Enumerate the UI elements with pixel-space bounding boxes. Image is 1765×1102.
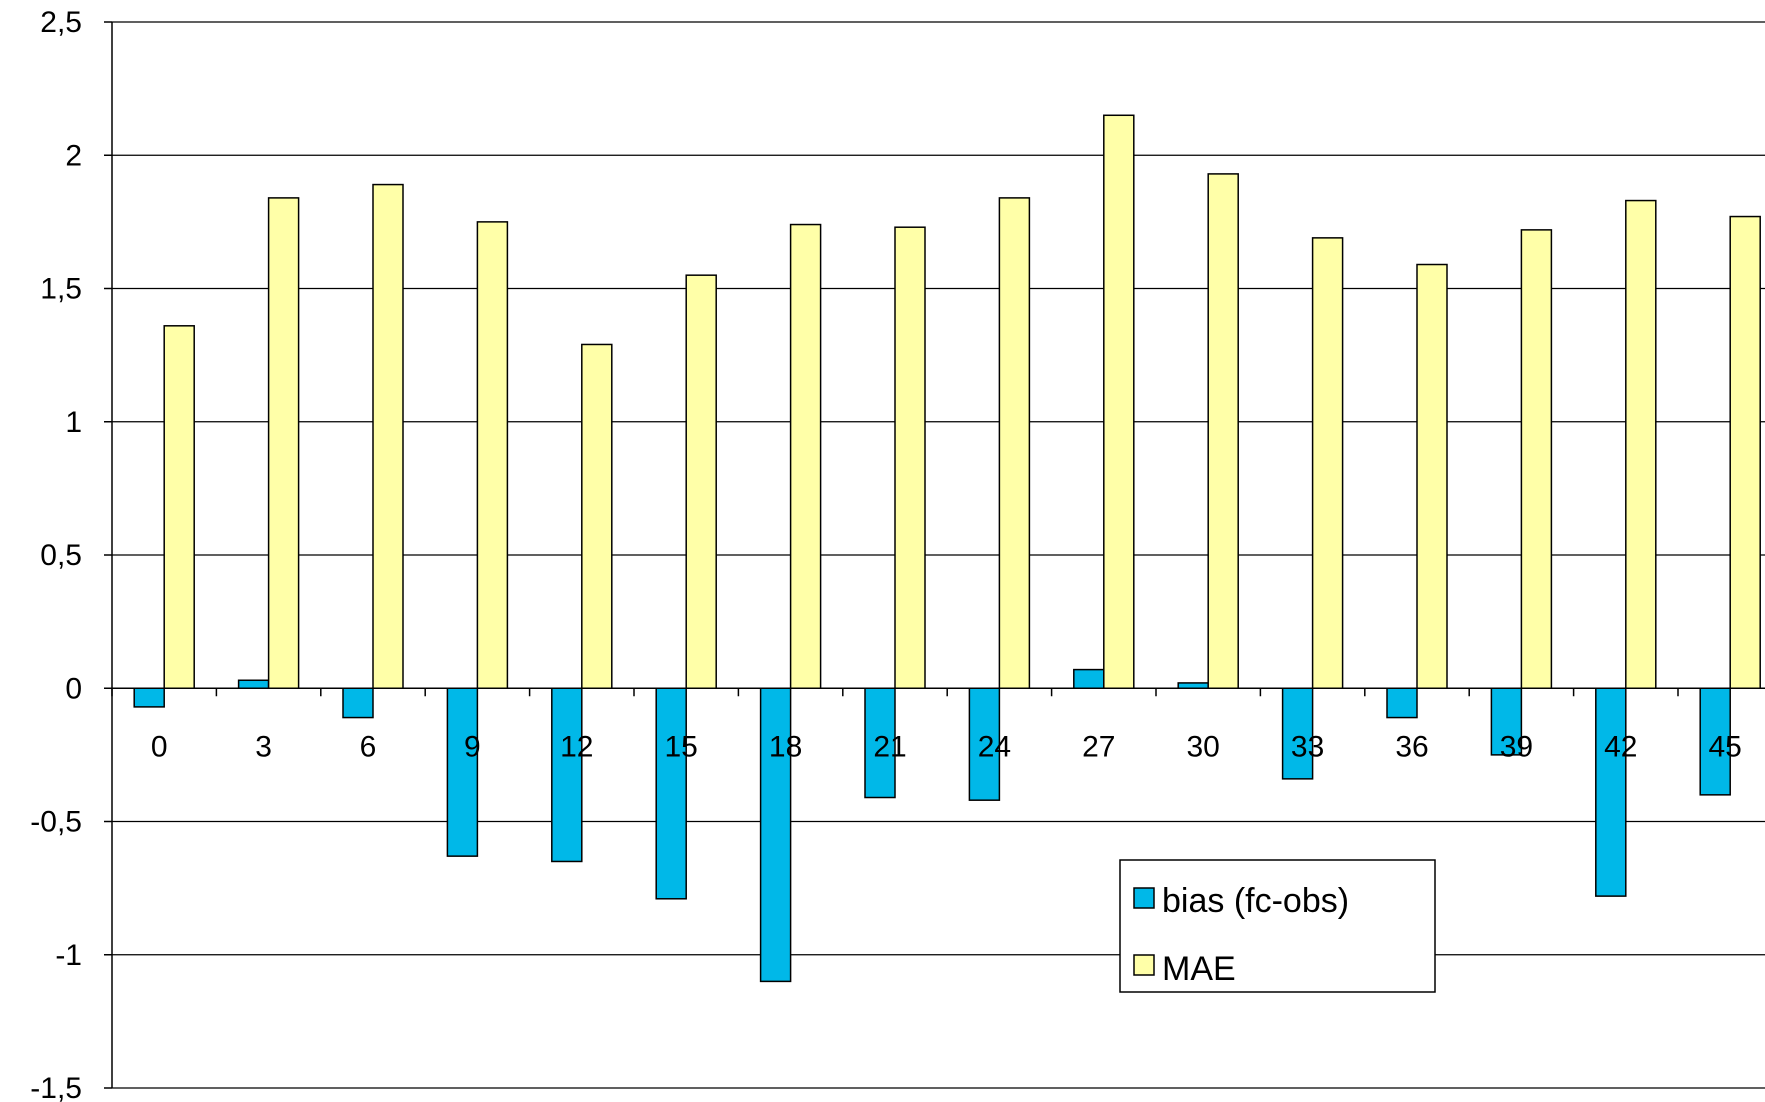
bar-bias (864, 687, 896, 799)
bar-mae (998, 197, 1031, 689)
bar-mae (1625, 199, 1657, 689)
bar-bias (237, 679, 270, 690)
bar-mae (372, 183, 404, 689)
x-tick-label: 3 (255, 730, 272, 763)
x-tick-label: 0 (151, 730, 168, 763)
bar-bias (446, 687, 479, 857)
x-tick-label: 12 (560, 730, 593, 763)
y-tick-label: 0,5 (40, 539, 82, 572)
bar-bias (342, 687, 374, 719)
bar-mae (1207, 173, 1239, 689)
x-tick-label: 30 (1187, 730, 1220, 763)
bar-mae (685, 274, 717, 689)
y-tick-label: -1 (55, 939, 82, 972)
x-tick-label: 6 (360, 730, 377, 763)
x-tick-label: 18 (769, 730, 802, 763)
x-tick-label: 24 (978, 730, 1011, 763)
bar-bias (1699, 687, 1731, 796)
bar-bias (1281, 687, 1314, 780)
y-tick-label: 1,5 (40, 273, 82, 306)
legend: bias (fc-obs) MAE (1119, 859, 1436, 993)
bar-bias (655, 687, 687, 900)
y-tick-label: 0 (65, 672, 82, 705)
bar-mae (267, 197, 300, 689)
bar-mae (894, 226, 926, 690)
y-tick-label: 2 (65, 139, 82, 172)
y-tick-label: -0,5 (30, 806, 82, 839)
bar-bias (133, 687, 165, 708)
y-tick-label: 2,5 (40, 6, 82, 39)
x-tick-label: 9 (464, 730, 481, 763)
x-tick-label: 27 (1082, 730, 1115, 763)
bar-mae (163, 325, 195, 689)
legend-label-bias: bias (fc-obs) (1162, 882, 1349, 920)
bar-bias (1073, 668, 1105, 689)
x-tick-label: 15 (665, 730, 698, 763)
bar-mae (1520, 229, 1553, 689)
bar-mae (581, 343, 613, 689)
y-axis-ticks: 2,5 2 1,5 1 0,5 0 -0,5 -1 -1,5 (30, 6, 112, 1102)
bar-mae (476, 221, 509, 689)
gridlines (112, 21, 1765, 1089)
x-tick-label: 33 (1291, 730, 1324, 763)
bar-mae (1311, 237, 1344, 690)
legend-label-mae: MAE (1162, 950, 1236, 988)
x-tick-label: 21 (873, 730, 906, 763)
bar-bias (1386, 687, 1418, 719)
bar-mae (1729, 215, 1761, 689)
bar-bias (1177, 682, 1209, 689)
y-tick-label: 1 (65, 406, 82, 439)
bar-mae (1416, 263, 1448, 689)
bar-bias (551, 687, 583, 863)
bar-mae (789, 223, 822, 689)
x-tick-label: 36 (1395, 730, 1428, 763)
y-tick-label: -1,5 (30, 1072, 82, 1102)
bars (133, 114, 1761, 983)
legend-swatch-bias (1133, 887, 1155, 909)
legend-swatch-mae (1133, 954, 1155, 976)
x-tick-label: 42 (1604, 730, 1637, 763)
x-tick-label: 39 (1500, 730, 1533, 763)
x-tick-label: 45 (1709, 730, 1742, 763)
legend-box (1119, 859, 1436, 993)
x-axis-ticks: 0 3 6 9 12 15 18 21 24 27 30 33 36 39 42 45 (111, 688, 1742, 763)
bar-mae (1103, 114, 1135, 689)
bar-bias (1595, 687, 1627, 897)
